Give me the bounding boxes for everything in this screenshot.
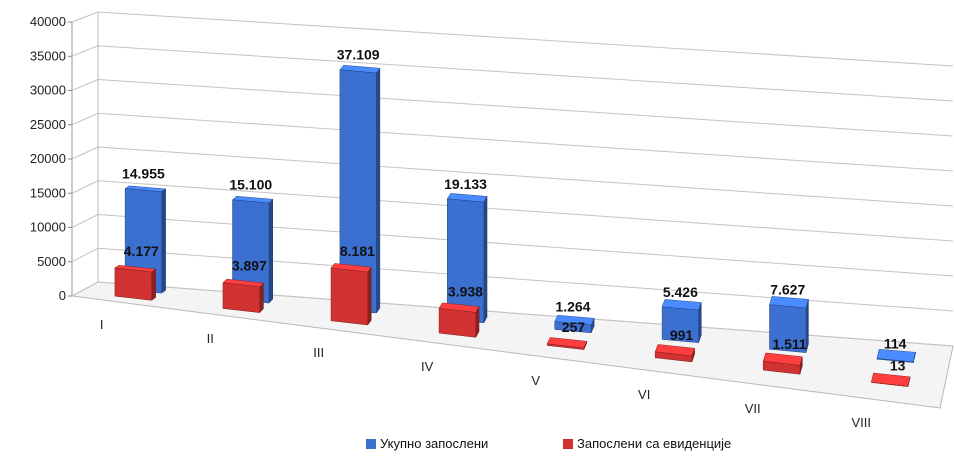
x-tick-label: II bbox=[207, 331, 214, 346]
gridline bbox=[97, 79, 954, 137]
bar bbox=[330, 267, 369, 326]
x-tick-label: VI bbox=[638, 387, 650, 402]
data-label: 4.177 bbox=[124, 243, 159, 259]
x-tick-label: I bbox=[100, 317, 104, 332]
bar-side bbox=[475, 305, 480, 339]
data-label: 13 bbox=[890, 357, 906, 373]
bar-side bbox=[698, 302, 702, 343]
bar-side bbox=[376, 67, 381, 314]
gridline bbox=[97, 112, 954, 172]
chart-legend: Укупно запослени Запослени са евиденције bbox=[0, 436, 954, 454]
gridline bbox=[97, 45, 954, 102]
bar-side bbox=[151, 268, 156, 301]
data-label: 3.897 bbox=[232, 258, 267, 274]
bar bbox=[870, 382, 909, 387]
data-labels: 14.955 4.177 15.100 3.897 37.109 8.181 19.133 3… bbox=[122, 47, 907, 374]
bar-side bbox=[367, 266, 372, 326]
y-tick-label: 30000 bbox=[30, 83, 66, 98]
x-tick-label: VII bbox=[745, 401, 761, 416]
bar-side bbox=[259, 282, 264, 314]
gridline-side bbox=[71, 180, 99, 194]
x-tick-label: VIII bbox=[851, 415, 871, 430]
data-label: 257 bbox=[562, 319, 586, 335]
legend-swatch bbox=[366, 438, 376, 449]
bar-chart: 0 5000 10000 15000 20000 25000 30000 35000 40000… bbox=[30, 11, 954, 430]
bar bbox=[876, 358, 914, 363]
y-tick-label: 35000 bbox=[30, 48, 66, 63]
x-tick-label: V bbox=[531, 373, 540, 388]
y-axis: 0 5000 10000 15000 20000 25000 30000 35000 40000 bbox=[30, 14, 72, 303]
gridline-side bbox=[71, 112, 99, 126]
legend-item-series-2: Запослени са евиденције bbox=[563, 436, 731, 451]
bar-side bbox=[161, 188, 166, 294]
data-label: 14.955 bbox=[122, 165, 165, 181]
data-label: 37.109 bbox=[337, 47, 380, 63]
gridline-side bbox=[71, 79, 99, 91]
gridline-side bbox=[71, 146, 99, 160]
bar bbox=[222, 282, 260, 313]
bar-side bbox=[483, 195, 488, 324]
bar bbox=[554, 321, 592, 334]
data-label: 8.181 bbox=[340, 243, 375, 259]
gridline-side bbox=[71, 11, 99, 23]
gridline-side bbox=[71, 247, 99, 263]
chart-grid bbox=[70, 11, 954, 409]
data-label: 1.264 bbox=[555, 299, 590, 315]
data-label: 3.938 bbox=[448, 283, 483, 299]
x-tick-label: IV bbox=[421, 359, 434, 374]
y-tick-label: 15000 bbox=[30, 185, 66, 200]
legend-label: Запослени са евиденције bbox=[577, 436, 732, 451]
gridline-side bbox=[71, 214, 99, 228]
gridline-side bbox=[71, 281, 99, 297]
bar bbox=[114, 267, 152, 301]
y-tick-label: 10000 bbox=[30, 220, 66, 235]
gridline-side bbox=[71, 45, 99, 57]
bar bbox=[654, 351, 693, 363]
bar bbox=[769, 304, 807, 353]
gridline bbox=[97, 146, 954, 207]
y-tick-label: 0 bbox=[59, 288, 66, 303]
y-tick-label: 5000 bbox=[37, 254, 66, 269]
y-tick-label: 25000 bbox=[30, 117, 66, 132]
bar-side bbox=[268, 198, 274, 304]
gridline bbox=[97, 11, 954, 67]
gridline bbox=[97, 214, 954, 277]
legend-swatch bbox=[563, 438, 573, 449]
data-label: 991 bbox=[670, 327, 694, 343]
gridline bbox=[97, 180, 954, 242]
y-tick-label: 20000 bbox=[30, 151, 66, 166]
legend-item-series-1: Укупно запослени bbox=[366, 436, 488, 451]
bar bbox=[762, 360, 801, 375]
data-label: 7.627 bbox=[770, 282, 805, 298]
bar bbox=[438, 307, 477, 338]
data-label: 1.511 bbox=[772, 336, 806, 352]
y-tick-label: 40000 bbox=[30, 14, 66, 29]
bar bbox=[661, 306, 699, 344]
data-label: 5.426 bbox=[663, 284, 698, 300]
data-label: 19.133 bbox=[444, 176, 487, 192]
data-label: 114 bbox=[884, 336, 907, 352]
bar bbox=[546, 343, 585, 350]
x-tick-label: III bbox=[313, 345, 324, 360]
chart-bars bbox=[114, 64, 916, 387]
legend-label: Укупно запослени bbox=[380, 436, 489, 451]
data-label: 15.100 bbox=[229, 177, 272, 193]
